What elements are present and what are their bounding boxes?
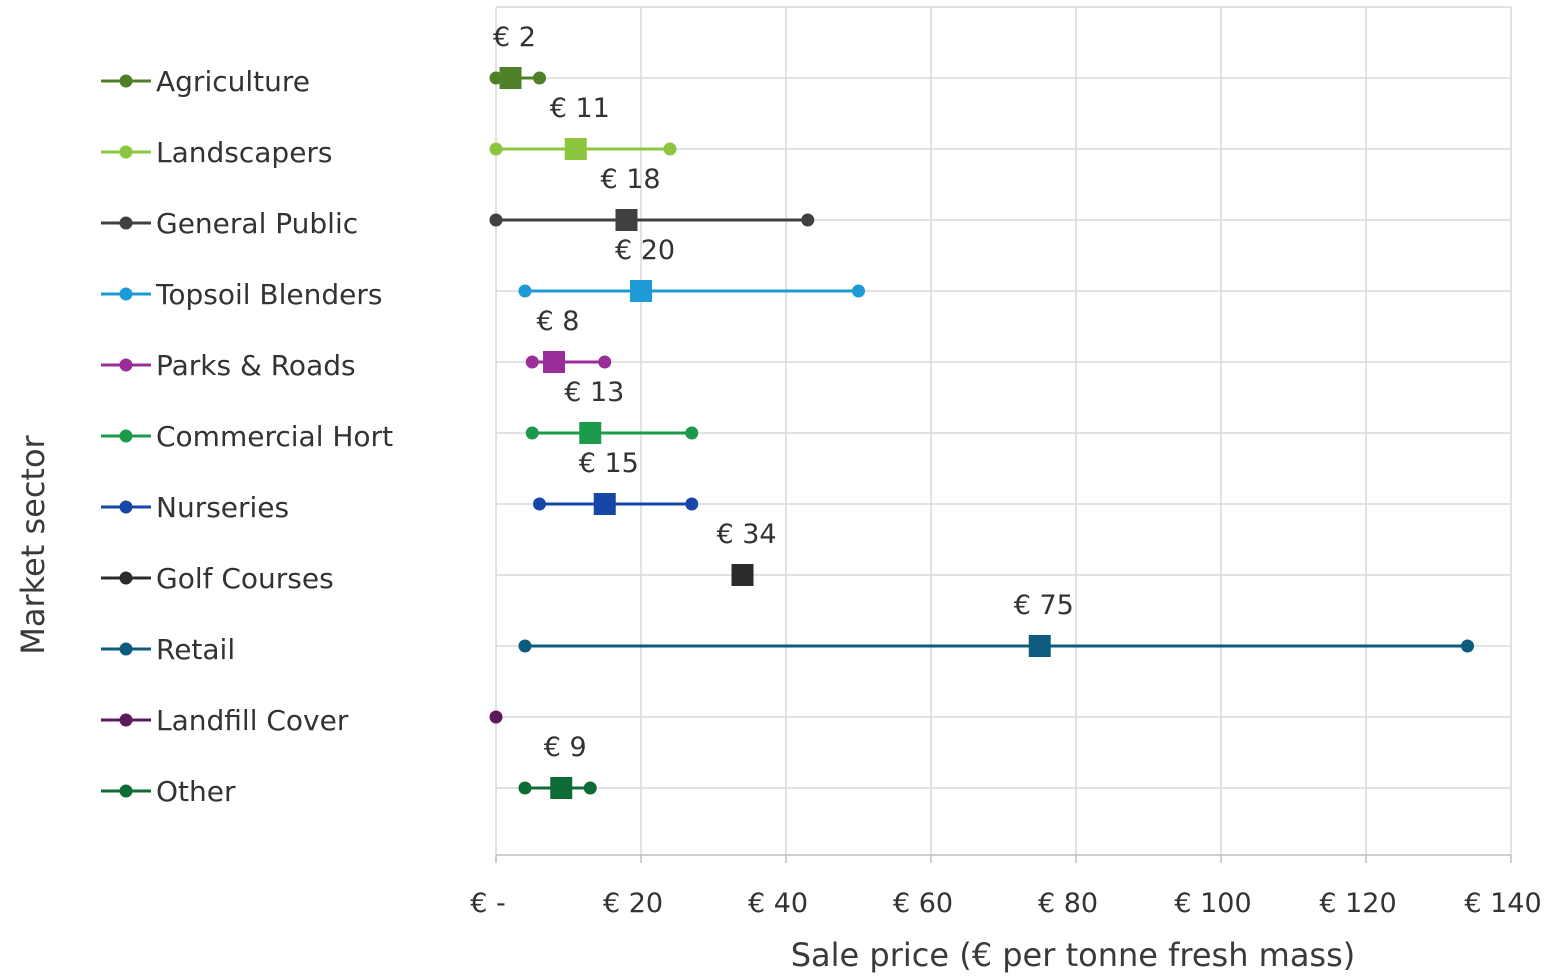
max-point	[663, 142, 677, 156]
data-label: € 9	[544, 732, 587, 763]
legend-marker	[119, 642, 133, 656]
legend-marker	[119, 784, 133, 798]
mean-marker	[1028, 635, 1051, 657]
legend-label: Retail	[156, 633, 235, 666]
legend-label: Landfill Cover	[156, 704, 349, 737]
min-point	[518, 639, 532, 653]
data-label: € 20	[615, 235, 675, 266]
max-point	[852, 284, 865, 298]
x-tick-label: € 100	[1174, 888, 1251, 919]
x-tick-label: € 140	[1464, 888, 1541, 919]
data-label: € 11	[550, 93, 610, 124]
min-point	[525, 426, 539, 440]
max-point	[1461, 639, 1474, 653]
mean-marker	[579, 422, 602, 444]
legend-label: Golf Courses	[156, 562, 334, 595]
max-point	[598, 355, 612, 369]
legend-marker	[119, 500, 133, 514]
legend-marker	[119, 216, 133, 230]
legend-label: Other	[156, 775, 236, 808]
legend: Agriculture Landscapers General Public Tops…	[101, 65, 393, 808]
data-label: € 8	[537, 306, 580, 337]
x-tick-label: € 120	[1319, 888, 1396, 919]
data-label: € 15	[579, 448, 639, 479]
data-label: € 13	[564, 377, 624, 408]
legend-marker	[119, 571, 133, 585]
legend-marker	[119, 145, 133, 159]
min-point	[518, 284, 532, 298]
min-point	[489, 142, 503, 156]
min-point	[489, 71, 503, 85]
legend-label: Landscapers	[156, 136, 333, 169]
x-axis: € - € 20 € 40 € 60 € 80 € 100 € 120 € 140	[470, 854, 1542, 919]
grid	[495, 6, 1512, 855]
max-point	[685, 426, 699, 440]
x-tick-label: € -	[470, 888, 506, 919]
legend-marker	[119, 358, 133, 372]
data-label: € 75	[1014, 590, 1074, 621]
max-point	[583, 781, 597, 795]
legend-label: Agriculture	[156, 65, 310, 98]
x-axis-title: Sale price (€ per tonne fresh mass)	[791, 936, 1356, 974]
legend-marker	[119, 713, 133, 727]
max-point	[533, 71, 546, 85]
x-tick-label: € 40	[748, 888, 808, 919]
legend-label: Topsoil Blenders	[155, 278, 383, 311]
legend-marker	[119, 287, 133, 301]
min-point	[533, 497, 546, 511]
data-label: € 18	[600, 164, 660, 195]
mean-marker	[499, 67, 522, 89]
max-point	[685, 497, 699, 511]
mean-marker	[550, 777, 573, 799]
legend-marker	[119, 74, 133, 88]
x-tick-label: € 60	[893, 888, 953, 919]
mean-marker	[564, 138, 587, 160]
mean-marker	[630, 280, 652, 302]
data-label: € 2	[493, 22, 536, 53]
legend-label: Nurseries	[156, 491, 289, 524]
legend-label: General Public	[156, 207, 358, 240]
max-point	[801, 213, 815, 227]
min-point	[518, 781, 532, 795]
data-label: € 34	[716, 519, 776, 550]
x-tick-label: € 80	[1038, 888, 1098, 919]
min-point	[489, 710, 503, 724]
mean-marker	[731, 564, 754, 586]
y-axis-title: Market sector	[14, 434, 52, 654]
x-tick-label: € 20	[603, 888, 663, 919]
mean-marker	[615, 209, 638, 231]
min-point	[489, 213, 503, 227]
legend-label: Commercial Hort	[156, 420, 393, 453]
legend-label: Parks & Roads	[156, 349, 356, 382]
mean-marker	[593, 493, 616, 515]
plot-area: € 2 € 11 € 18 € 20 € 8 € 13 € 15 € 34 € 75 € 9	[489, 22, 1474, 799]
min-point	[525, 355, 539, 369]
mean-marker	[543, 351, 565, 373]
legend-marker	[119, 429, 133, 443]
